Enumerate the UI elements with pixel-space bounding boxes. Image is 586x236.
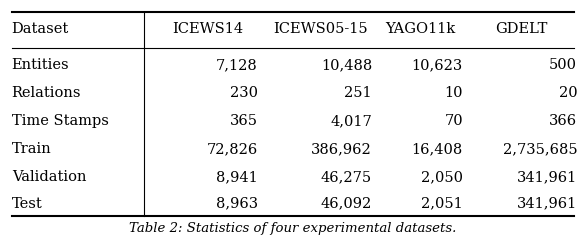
Text: 251: 251 (345, 86, 372, 100)
Text: 10,488: 10,488 (321, 58, 372, 72)
Text: 2,735,685: 2,735,685 (503, 142, 577, 156)
Text: 386,962: 386,962 (311, 142, 372, 156)
Text: 2,050: 2,050 (421, 170, 463, 184)
Text: 46,275: 46,275 (321, 170, 372, 184)
Text: Validation: Validation (12, 170, 86, 184)
Text: 366: 366 (549, 114, 577, 128)
Text: ICEWS14: ICEWS14 (172, 22, 244, 36)
Text: 365: 365 (230, 114, 258, 128)
Text: 70: 70 (444, 114, 463, 128)
Text: Time Stamps: Time Stamps (12, 114, 108, 128)
Text: 341,961: 341,961 (517, 170, 577, 184)
Text: 500: 500 (549, 58, 577, 72)
Text: YAGO11k: YAGO11k (385, 22, 455, 36)
Text: Relations: Relations (12, 86, 81, 100)
Text: ICEWS05-15: ICEWS05-15 (273, 22, 368, 36)
Text: 8,941: 8,941 (216, 170, 258, 184)
Text: 230: 230 (230, 86, 258, 100)
Text: 341,961: 341,961 (517, 197, 577, 211)
Text: 8,963: 8,963 (216, 197, 258, 211)
Text: 2,051: 2,051 (421, 197, 463, 211)
Text: Train: Train (12, 142, 52, 156)
Text: 46,092: 46,092 (321, 197, 372, 211)
Text: 10: 10 (444, 86, 463, 100)
Text: 16,408: 16,408 (412, 142, 463, 156)
Text: 72,826: 72,826 (207, 142, 258, 156)
Text: GDELT: GDELT (495, 22, 548, 36)
Text: 20: 20 (558, 86, 577, 100)
Text: Dataset: Dataset (12, 22, 69, 36)
Text: 10,623: 10,623 (412, 58, 463, 72)
Text: Entities: Entities (12, 58, 69, 72)
Text: 7,128: 7,128 (216, 58, 258, 72)
Text: 4,017: 4,017 (331, 114, 372, 128)
Text: Test: Test (12, 197, 42, 211)
Text: Table 2: Statistics of four experimental datasets.: Table 2: Statistics of four experimental… (130, 222, 456, 235)
